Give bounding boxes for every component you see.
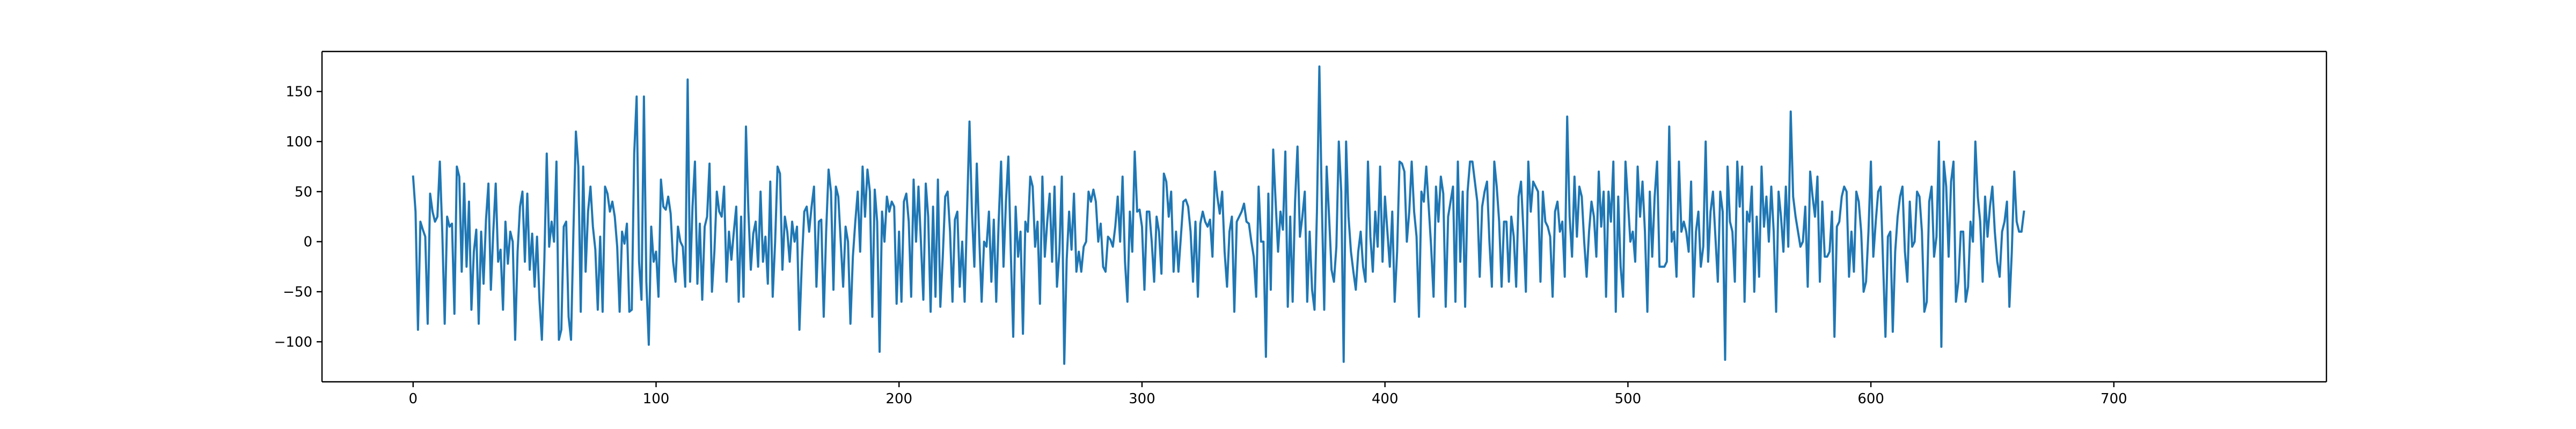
x-tick-label: 700 xyxy=(2101,391,2127,407)
x-axis: 0 100 200 300 400 500 600 700 xyxy=(408,382,2127,407)
y-axis: −100 −50 0 50 100 150 xyxy=(274,84,322,350)
x-tick-label: 200 xyxy=(885,391,912,407)
x-tick-label: 0 xyxy=(408,391,418,407)
x-tick-label: 600 xyxy=(1857,391,1884,407)
y-tick-label: 100 xyxy=(286,134,312,150)
y-tick-label: −100 xyxy=(274,334,312,350)
y-tick-label: −50 xyxy=(283,284,312,300)
y-tick-label: 50 xyxy=(295,184,312,200)
x-tick-label: 100 xyxy=(643,391,670,407)
x-tick-label: 300 xyxy=(1129,391,1155,407)
y-tick-label: 150 xyxy=(286,84,312,100)
x-tick-label: 400 xyxy=(1372,391,1399,407)
x-tick-label: 500 xyxy=(1615,391,1642,407)
series-line-0 xyxy=(412,65,2025,365)
series-layer xyxy=(412,65,2025,365)
y-tick-label: 0 xyxy=(303,234,312,250)
